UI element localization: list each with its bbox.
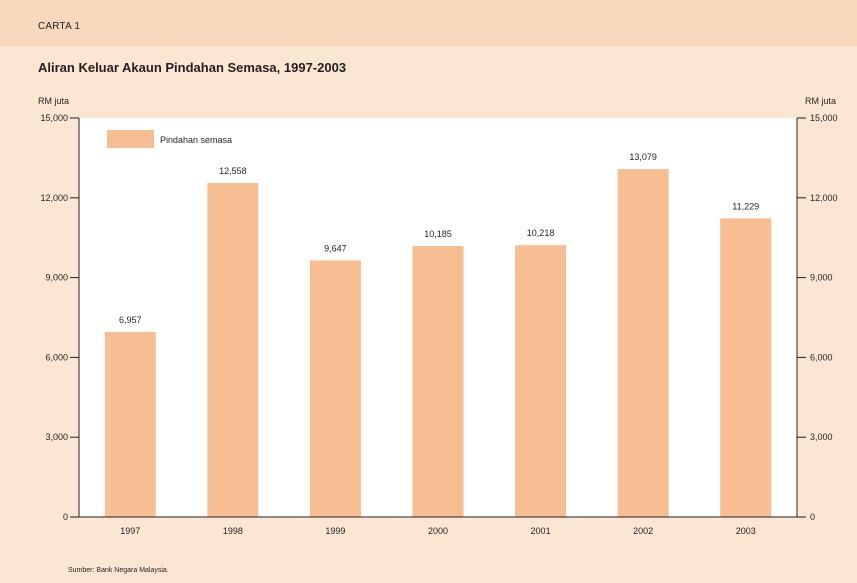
legend-swatch xyxy=(107,130,154,148)
y-axis-right-label: RM juta xyxy=(805,96,836,106)
y-tick-label-left: 3,000 xyxy=(45,432,68,442)
data-label-2000: 10,185 xyxy=(424,229,452,239)
x-tick-label-2000: 2000 xyxy=(428,526,448,536)
x-tick-label-1998: 1998 xyxy=(223,526,243,536)
y-tick-label-left: 15,000 xyxy=(40,113,68,123)
data-label-2001: 10,218 xyxy=(527,228,555,238)
y-tick-label-left: 12,000 xyxy=(40,193,68,203)
y-tick-label-right: 9,000 xyxy=(810,273,833,283)
y-tick-label-right: 6,000 xyxy=(810,352,833,362)
x-tick-label-1999: 1999 xyxy=(325,526,345,536)
y-tick-label-left: 6,000 xyxy=(45,352,68,362)
y-axis-left-label: RM juta xyxy=(38,96,69,106)
legend-label: Pindahan semasa xyxy=(160,135,232,145)
data-label-2003: 11,229 xyxy=(732,201,759,211)
data-label-1999: 9,647 xyxy=(324,243,347,253)
y-tick-label-left: 0 xyxy=(63,512,68,522)
bar-2003 xyxy=(720,218,772,517)
data-label-1997: 6,957 xyxy=(119,315,142,325)
legend: Pindahan semasa xyxy=(107,130,232,148)
bar-2002 xyxy=(617,169,669,517)
bar-1998 xyxy=(207,182,259,517)
x-tick-label-2001: 2001 xyxy=(531,526,551,536)
bar-1997 xyxy=(104,331,156,517)
bar-1999 xyxy=(309,260,361,517)
source-note: Sumber: Bank Negara Malaysia. xyxy=(68,567,169,574)
y-tick-label-right: 15,000 xyxy=(810,113,838,123)
chart-number-label: CARTA 1 xyxy=(38,21,81,32)
y-tick-label-right: 0 xyxy=(810,512,815,522)
y-tick-label-right: 3,000 xyxy=(810,432,833,442)
x-tick-label-2003: 2003 xyxy=(736,526,756,536)
bar-2000 xyxy=(412,246,464,518)
data-label-2002: 13,079 xyxy=(629,152,657,162)
bar-2001 xyxy=(515,245,567,517)
data-label-1998: 12,558 xyxy=(219,166,247,176)
x-tick-label-1997: 1997 xyxy=(120,526,140,536)
header-band xyxy=(0,0,857,46)
y-tick-label-left: 9,000 xyxy=(45,273,68,283)
y-tick-label-right: 12,000 xyxy=(810,193,838,203)
x-tick-label-2002: 2002 xyxy=(633,526,653,536)
chart-title: Aliran Keluar Akaun Pindahan Semasa, 199… xyxy=(38,60,347,75)
